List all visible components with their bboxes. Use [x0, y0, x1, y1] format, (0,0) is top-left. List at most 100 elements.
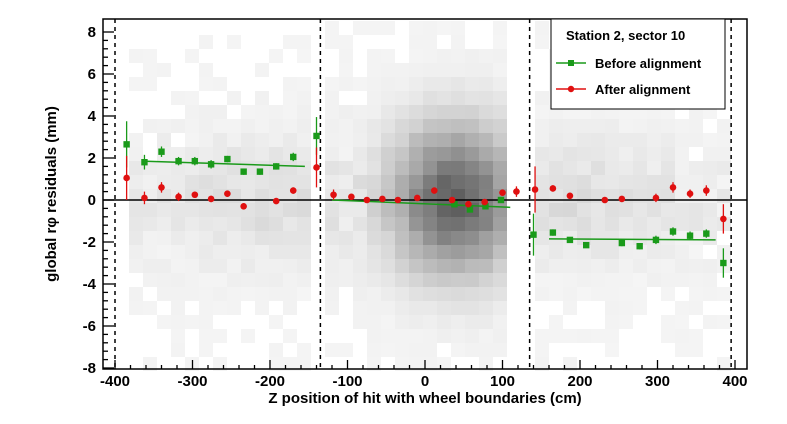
density-cell [493, 203, 507, 217]
x-tick-label: -200 [255, 373, 285, 390]
density-cell [339, 35, 353, 49]
density-cell [703, 217, 717, 231]
density-cell [563, 147, 577, 161]
density-cell [689, 329, 703, 343]
density-cell [605, 259, 619, 273]
density-cell [465, 175, 479, 189]
density-cell [185, 231, 199, 245]
density-cell [255, 189, 269, 203]
density-cell [437, 133, 451, 147]
before-alignment-point [224, 155, 231, 163]
density-cell [185, 203, 199, 217]
density-cell [703, 203, 717, 217]
x-axis-label: Z position of hit with wheel boundaries … [268, 390, 581, 407]
density-cell [353, 133, 367, 147]
density-cell [675, 231, 689, 245]
density-cell [199, 329, 213, 343]
density-cell [479, 315, 493, 329]
density-cell [493, 301, 507, 315]
density-cell [297, 147, 311, 161]
density-cell [297, 105, 311, 119]
after-alignment-point [207, 195, 215, 203]
density-cell [451, 245, 465, 259]
legend: Station 2, sector 10 Before alignment Af… [550, 18, 726, 110]
density-cell [577, 189, 591, 203]
density-cell [353, 203, 367, 217]
density-cell [591, 161, 605, 175]
density-cell [647, 161, 661, 175]
density-cell [297, 189, 311, 203]
before-alignment-point [652, 236, 660, 244]
density-cell [381, 273, 395, 287]
density-cell [465, 259, 479, 273]
density-cell [353, 21, 367, 35]
density-cell [339, 105, 353, 119]
density-cell [423, 329, 437, 343]
density-cell [661, 203, 675, 217]
density-cell [381, 245, 395, 259]
density-cell [423, 105, 437, 119]
before-alignment-point [549, 229, 557, 236]
density-cell [129, 175, 143, 189]
density-cell [213, 105, 227, 119]
density-cell [269, 119, 283, 133]
density-cell [129, 217, 143, 231]
after-alignment-point [330, 191, 337, 199]
density-cell [213, 147, 227, 161]
density-cell [367, 49, 381, 63]
density-cell [157, 231, 171, 245]
density-cell [325, 287, 339, 301]
density-cell [605, 161, 619, 175]
density-cell [703, 287, 717, 301]
density-cell [563, 175, 577, 189]
density-cell [689, 161, 703, 175]
density-cell [185, 245, 199, 259]
density-cell [395, 77, 409, 91]
density-cell [395, 91, 409, 105]
density-cell [283, 357, 297, 371]
density-cell [577, 203, 591, 217]
density-cell [129, 77, 143, 91]
density-cell [423, 287, 437, 301]
density-cell [619, 315, 633, 329]
density-cell [339, 231, 353, 245]
density-cell [171, 273, 185, 287]
before-alignment-point [497, 196, 505, 204]
density-cell [535, 133, 549, 147]
hit-density-background [129, 21, 731, 371]
density-cell [577, 287, 591, 301]
density-cell [605, 175, 619, 189]
density-cell [577, 147, 591, 161]
density-cell [157, 245, 171, 259]
wheel-boundaries [114, 19, 732, 369]
density-cell [591, 245, 605, 259]
density-cell [451, 49, 465, 63]
density-cell [577, 175, 591, 189]
density-cell [325, 77, 339, 91]
density-cell [269, 147, 283, 161]
density-cell [171, 217, 185, 231]
density-cell [605, 231, 619, 245]
density-cell [381, 343, 395, 357]
density-cell [339, 161, 353, 175]
density-cell [675, 203, 689, 217]
density-cell [591, 119, 605, 133]
density-cell [465, 147, 479, 161]
density-cell [395, 287, 409, 301]
density-cell [717, 161, 731, 175]
density-cell [297, 273, 311, 287]
density-cell [367, 91, 381, 105]
density-cell [199, 133, 213, 147]
density-cell [423, 259, 437, 273]
density-cell [409, 105, 423, 119]
density-cell [493, 21, 507, 35]
density-cell [423, 133, 437, 147]
after-alignment-point [601, 196, 609, 204]
density-cell [143, 217, 157, 231]
density-cell [479, 77, 493, 91]
before-alignment-point [158, 148, 165, 155]
density-cell [353, 175, 367, 189]
density-cell [479, 175, 493, 189]
density-cell [129, 189, 143, 203]
density-cell [213, 217, 227, 231]
